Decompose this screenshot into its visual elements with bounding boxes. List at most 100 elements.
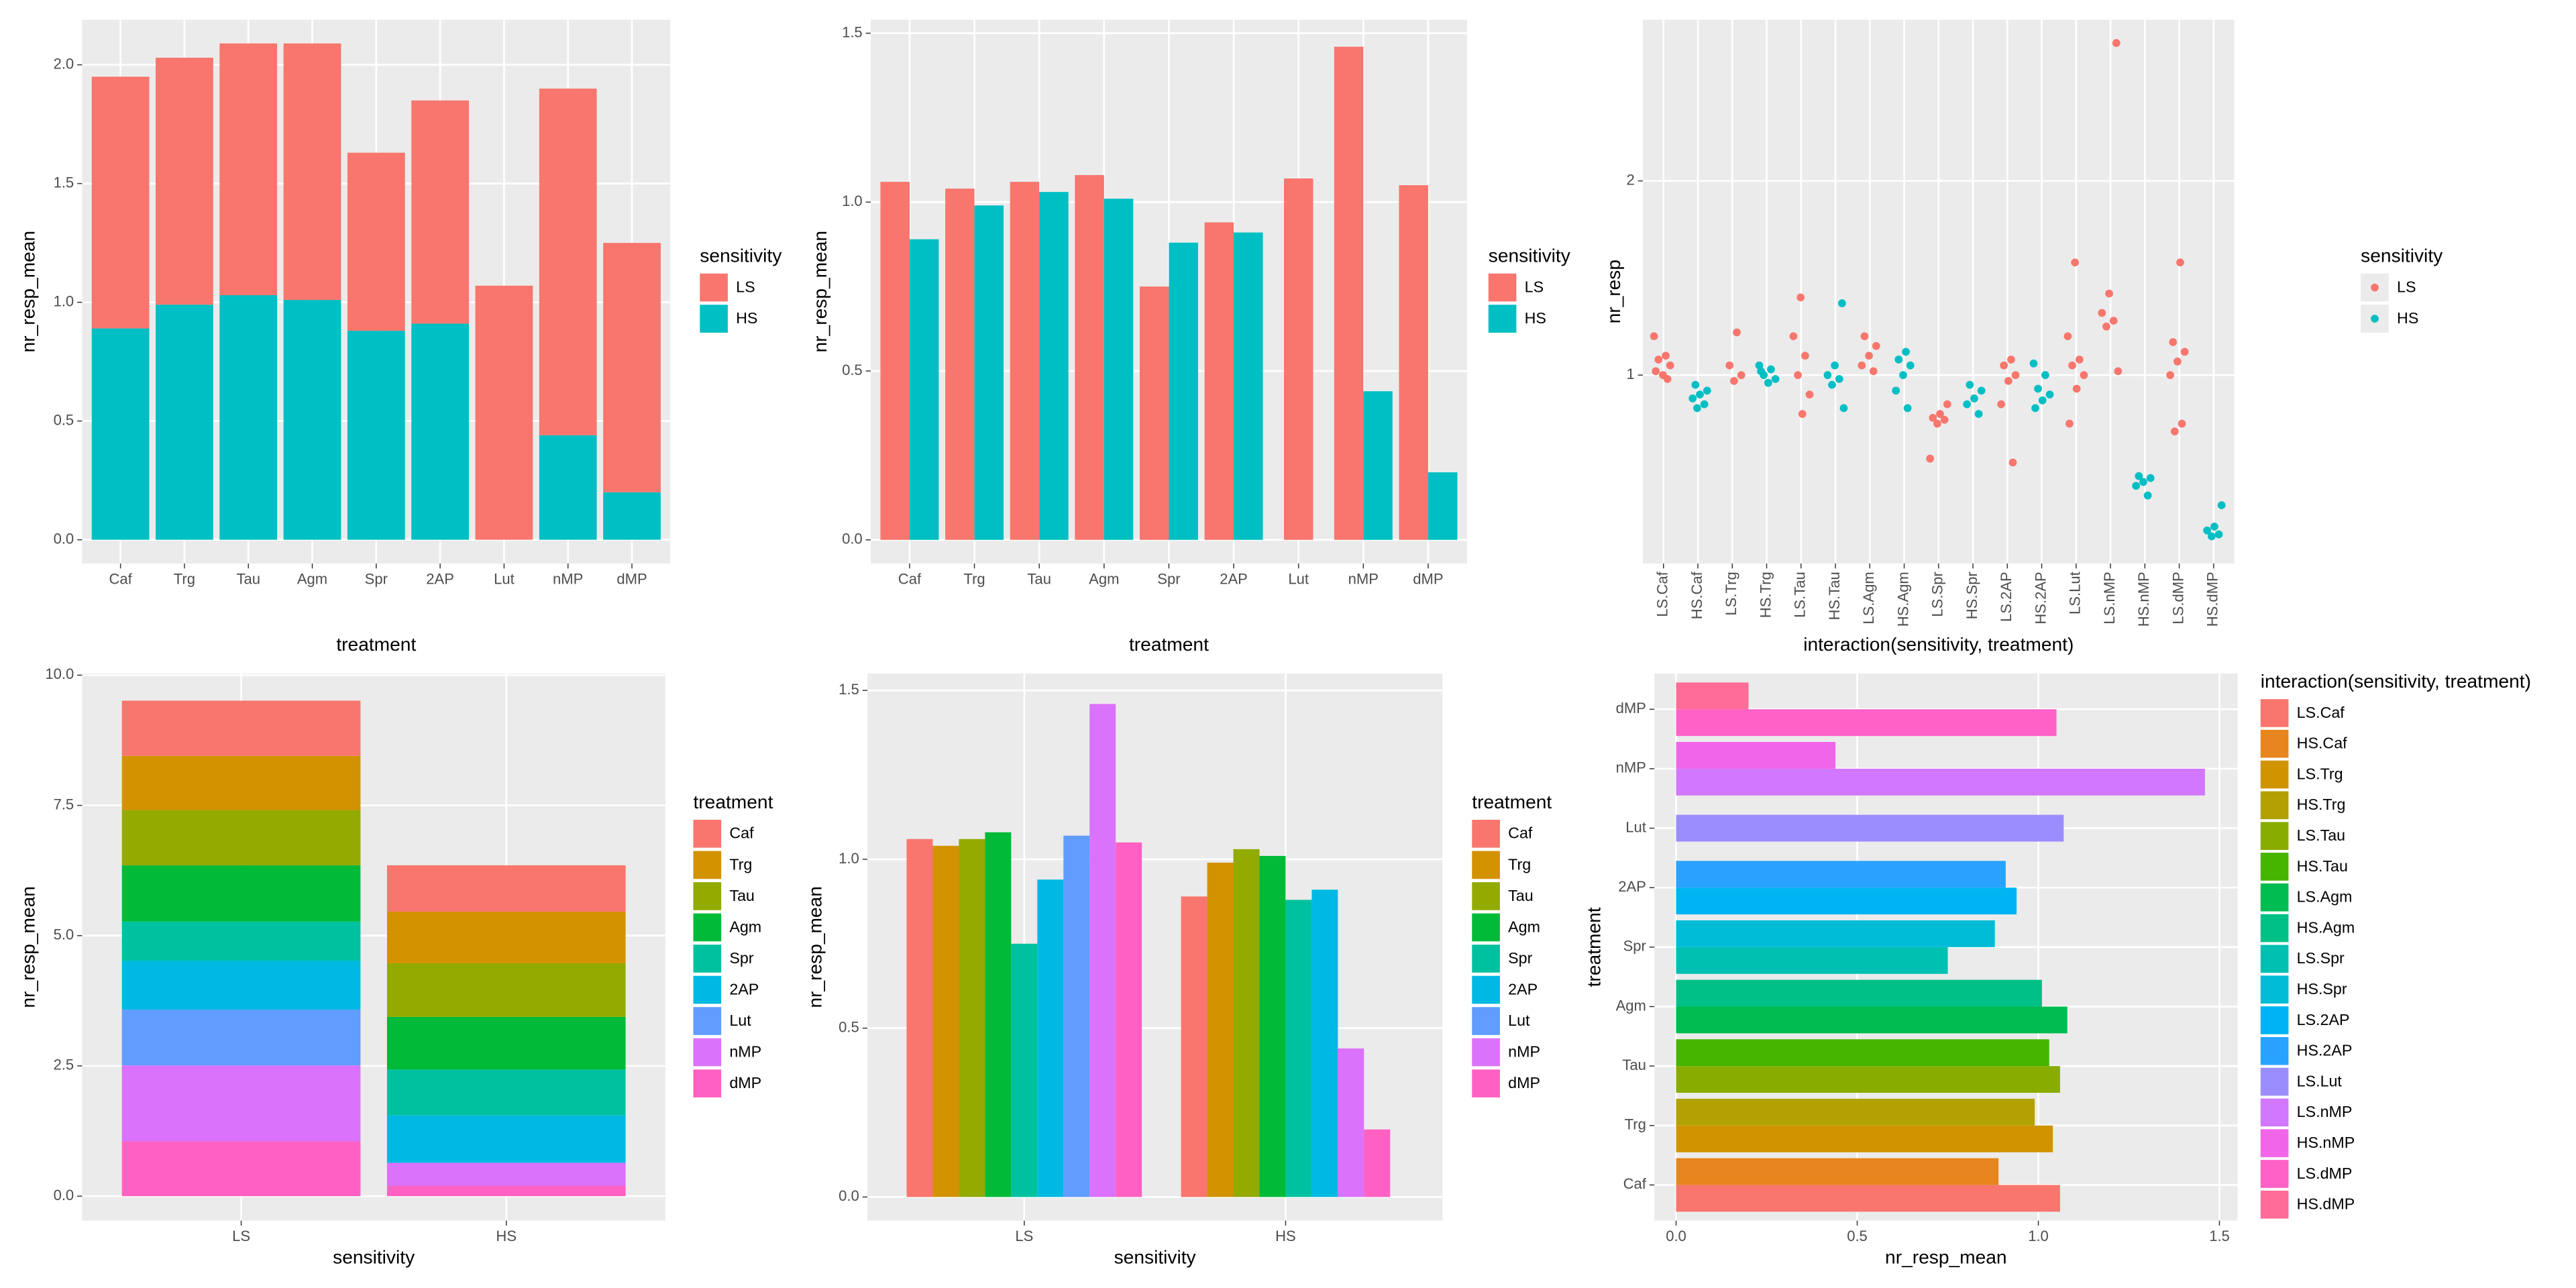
point [2105,289,2113,298]
y-tick-label: 1.0 [839,850,859,867]
legend-key [700,273,728,302]
y-tick-label: 1.0 [842,193,863,209]
x-tick-label: HS.dMP [2204,572,2221,627]
x-tick-label: Agm [1089,570,1119,587]
bar [1676,979,2042,1007]
bar [121,1010,361,1066]
x-axis-title: interaction(sensitivity, treatment) [1803,634,2074,655]
x-tick-label: LS [232,1228,250,1244]
y-tick-label: 1.5 [54,174,74,191]
bar [1204,222,1234,540]
bar [1089,704,1116,1197]
point [2174,358,2182,366]
point [2007,356,2015,364]
legend-key [2260,883,2289,912]
point [1906,361,1915,370]
bar [1363,391,1393,540]
point [1839,404,1848,413]
x-tick-label: Spr [365,570,388,587]
bar [386,963,626,1017]
x-tick-label: 2AP [426,570,454,587]
point [2000,361,2008,370]
legend-label: LS.Caf [2297,704,2345,721]
bar [121,921,361,961]
y-tick-label: 0.5 [842,362,863,378]
legend-label: Agm [729,918,761,935]
legend-label: LS.Lut [2297,1072,2343,1089]
y-tick-label: 2.0 [54,55,74,72]
legend-label: Caf [729,824,754,842]
point [2075,356,2084,364]
point [1767,365,1775,374]
x-tick-label: Lut [1288,570,1309,587]
point [1926,454,1934,463]
bar [1285,900,1312,1197]
legend-key [2260,1036,2289,1065]
point [1974,410,1983,418]
bar [219,295,278,540]
bar [1676,1098,2035,1126]
y-tick-label: 0.0 [842,531,863,547]
bar [347,152,405,331]
legend-key [2260,914,2289,943]
legend-label: LS.Spr [2297,949,2345,967]
legend-label: LS.nMP [2297,1103,2353,1120]
point [2045,390,2054,399]
y-tick-label: Caf [1623,1175,1647,1192]
legend-key [1472,820,1500,848]
point [2135,472,2143,480]
y-tick-label: 1.5 [839,681,859,698]
point [1794,371,1802,380]
bar [91,76,150,329]
bar [1311,890,1338,1197]
bar [121,700,361,756]
legend-label: HS.Caf [2297,735,2347,752]
point [2109,317,2118,325]
point [2169,338,2178,346]
point [1977,386,1986,395]
bar [121,755,361,810]
point [1771,375,1780,383]
point [1903,404,1912,413]
legend-label: Lut [729,1012,751,1029]
x-tick-label: Spr [1157,570,1180,587]
bar [121,1065,361,1142]
legend-key [700,305,728,333]
x-tick-label: 2AP [1220,570,1248,587]
point [1936,410,1944,418]
x-tick-label: HS.2AP [2032,572,2049,624]
bar [1676,1125,2053,1152]
x-tick-label: Trg [963,570,985,587]
bar [1676,1039,2049,1067]
x-tick-label: LS.Caf [1654,571,1671,616]
point [1737,371,1746,380]
bar [1676,947,1948,974]
point [1764,378,1772,387]
point [1796,293,1805,302]
point [1970,394,1978,402]
y-tick-label: Tau [1622,1057,1646,1073]
bar [1338,1048,1364,1197]
y-tick-label: 1.0 [54,292,74,309]
bar [1334,46,1364,540]
y-axis-title: treatment [1583,907,1604,987]
legend-key [1472,975,1500,1004]
y-tick-label: Trg [1625,1116,1646,1133]
bar [386,865,626,912]
y-tick-label: 1 [1626,366,1634,382]
point [2143,491,2152,500]
point [1943,400,1951,409]
legend-label: HS.Spr [2297,980,2347,998]
point [1733,328,1741,337]
legend-label: Tau [729,887,755,904]
x-tick-label: dMP [1413,570,1443,587]
point [1899,371,1907,380]
x-tick-label: Lut [494,570,515,587]
legend-key [1472,1038,1500,1067]
bar [1037,879,1064,1197]
bar [539,435,597,540]
y-axis-title: nr_resp [1603,260,1624,323]
point [2176,258,2184,267]
x-tick-label: HS.Caf [1688,571,1705,619]
legend-label: HS [1525,309,1546,327]
